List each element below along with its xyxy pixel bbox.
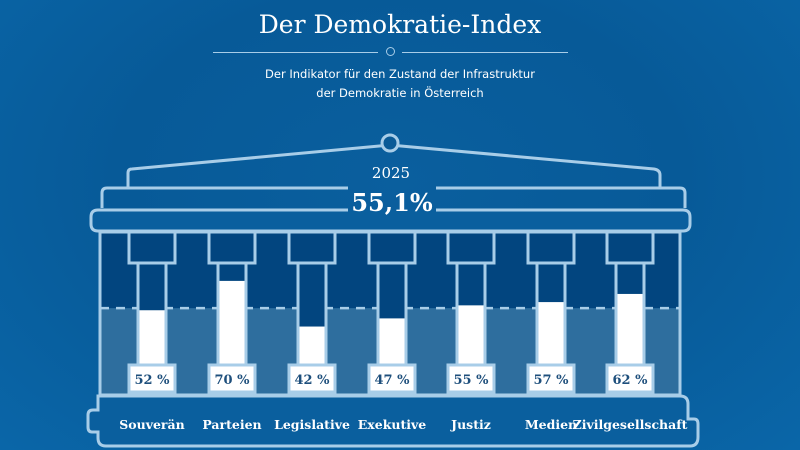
- value-label-box: [367, 363, 417, 394]
- value-label-box: [605, 363, 655, 394]
- index-value: 55,1%: [351, 188, 432, 217]
- divider-right: [402, 52, 568, 53]
- value-label-box: [526, 363, 576, 394]
- value-label: 52 %: [135, 373, 171, 388]
- column-capital: [127, 230, 177, 265]
- divider-circle-icon: [386, 47, 395, 56]
- bar-justiz: [458, 305, 484, 367]
- category-label: Justiz: [450, 417, 491, 432]
- subtitle: Der Indikator für den Zustand der Infras…: [0, 65, 800, 103]
- bar-medien: [538, 302, 564, 367]
- temple-base: [86, 394, 700, 448]
- subtitle-line-1: Der Indikator für den Zustand der Infras…: [265, 67, 535, 81]
- entablature-upper: [100, 186, 687, 208]
- value-label: 70 %: [215, 373, 251, 388]
- divider-left: [213, 52, 378, 53]
- value-label-box: [207, 363, 257, 394]
- value-label-box: [287, 363, 337, 394]
- value-label: 42 %: [295, 373, 331, 388]
- column-capital: [605, 230, 655, 265]
- category-label: Legislative: [274, 417, 350, 432]
- value-label-box: [127, 363, 177, 394]
- column-capital: [526, 230, 576, 265]
- column-capital: [446, 230, 496, 265]
- category-label: Souverän: [119, 417, 184, 432]
- value-label: 55 %: [454, 373, 490, 388]
- value-label: 47 %: [375, 373, 411, 388]
- category-label: Medien: [525, 417, 577, 432]
- subtitle-line-2: der Demokratie in Österreich: [316, 86, 484, 100]
- value-label: 57 %: [534, 373, 570, 388]
- bar-parteien: [219, 280, 245, 367]
- category-label: Zivilgesellschaft: [573, 417, 688, 432]
- pediment-circle-icon: [380, 133, 400, 153]
- page-title: Der Demokratie-Index: [258, 10, 542, 39]
- bar-legislative: [299, 326, 325, 367]
- year-label: 2025: [372, 164, 410, 182]
- column-capital: [287, 230, 337, 265]
- bar-exekutive: [379, 318, 405, 367]
- value-label: 62 %: [613, 373, 649, 388]
- category-label: Exekutive: [358, 417, 426, 432]
- column-capital: [367, 230, 417, 265]
- bar-zivilgesellschaft: [617, 293, 643, 367]
- bar-souverän: [139, 310, 165, 367]
- column-capital: [207, 230, 257, 265]
- category-label: Parteien: [202, 417, 261, 432]
- value-label-box: [446, 363, 496, 394]
